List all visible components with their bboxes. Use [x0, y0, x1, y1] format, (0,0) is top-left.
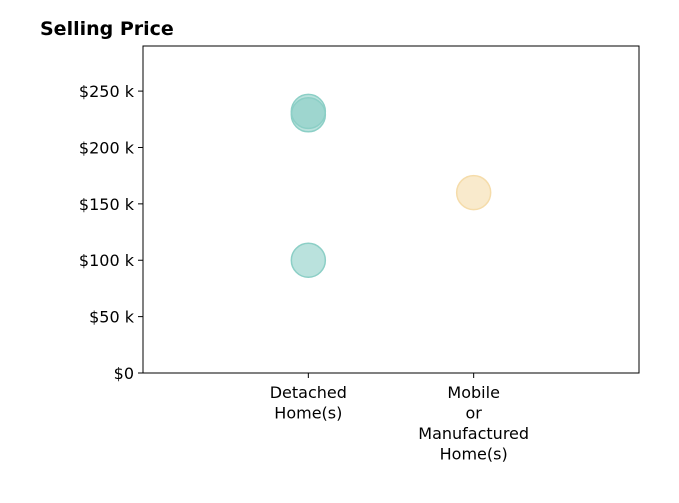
data-point: [290, 242, 327, 278]
chart-title: Selling Price: [40, 18, 174, 40]
y-tick-label: $100 k: [79, 251, 135, 270]
x-tick-label: Mobile or Manufactured Home(s): [418, 383, 529, 464]
y-tick-label: $250 k: [79, 82, 135, 101]
x-tick-label: Detached Home(s): [270, 383, 347, 423]
y-axis: $0 $50 k $100 k $150 k $200 k $250 k: [79, 82, 143, 383]
y-tick-label: $150 k: [79, 195, 135, 214]
x-axis: Detached Home(s) Mobile or Manufactured Home(…: [270, 373, 529, 464]
y-tick-label: $50 k: [89, 308, 135, 327]
data-point: [290, 97, 327, 133]
y-tick-label: $200 k: [79, 138, 135, 157]
y-tick-label: $0: [114, 364, 134, 383]
data-point: [455, 174, 492, 211]
data-points: [290, 93, 492, 278]
plot-area: [142, 45, 640, 374]
